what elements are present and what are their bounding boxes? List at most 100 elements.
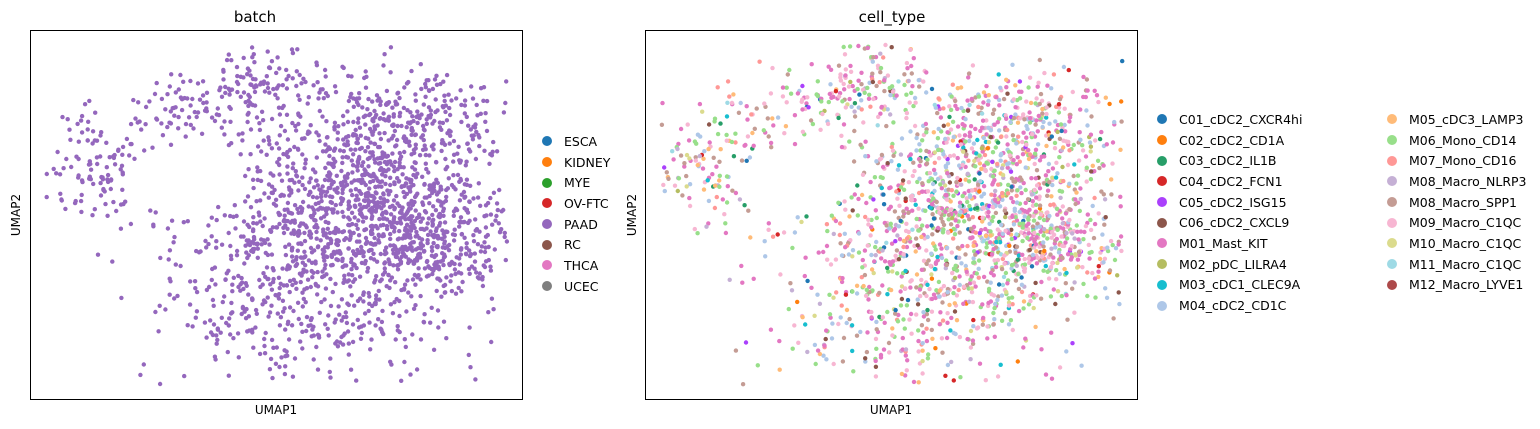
scatter-point	[736, 110, 742, 116]
scatter-point	[188, 103, 193, 108]
scatter-point	[921, 330, 926, 335]
scatter-point	[961, 301, 966, 306]
scatter-point	[1099, 189, 1104, 194]
scatter-point	[453, 291, 459, 296]
scatter-point	[684, 173, 689, 179]
scatter-point	[368, 241, 373, 246]
scatter-point	[874, 346, 879, 351]
scatter-point	[255, 255, 260, 260]
scatter-point	[346, 352, 351, 357]
scatter-point	[285, 164, 290, 169]
scatter-point	[219, 94, 225, 99]
scatter-point	[873, 208, 878, 213]
scatter-point	[1107, 268, 1113, 273]
scatter-point	[351, 152, 356, 157]
scatter-point	[930, 181, 936, 187]
scatter-point	[356, 218, 361, 223]
scatter-point	[763, 254, 768, 259]
scatter-point	[1041, 119, 1046, 125]
scatter-point	[259, 109, 265, 115]
scatter-point	[439, 294, 444, 299]
scatter-point	[375, 204, 381, 209]
scatter-point	[949, 94, 954, 99]
scatter-point	[831, 231, 836, 237]
scatter-point	[408, 120, 414, 125]
scatter-point	[321, 273, 327, 279]
scatter-point	[383, 181, 388, 187]
scatter-point	[1070, 286, 1075, 291]
scatter-point	[1006, 296, 1011, 301]
scatter-point	[387, 259, 392, 265]
scatter-point	[867, 284, 872, 290]
scatter-point	[503, 100, 508, 106]
scatter-point	[983, 233, 989, 239]
scatter-point	[900, 181, 905, 186]
scatter-point	[929, 272, 934, 277]
scatter-point	[403, 181, 409, 186]
scatter-point	[269, 337, 275, 343]
scatter-point	[869, 309, 874, 315]
scatter-point	[1101, 163, 1106, 168]
scatter-point	[840, 359, 846, 364]
scatter-point	[445, 244, 450, 249]
scatter-point	[306, 95, 311, 100]
scatter-point	[1054, 206, 1060, 211]
scatter-point	[361, 290, 366, 295]
scatter-point	[277, 323, 283, 328]
scatter-point	[285, 137, 291, 142]
scatter-point	[742, 203, 747, 208]
scatter-point	[788, 91, 794, 96]
legend-marker	[1157, 279, 1167, 290]
scatter-point	[128, 121, 134, 127]
scatter-point	[1102, 222, 1107, 227]
scatter-point	[724, 132, 729, 138]
scatter-point	[488, 195, 493, 201]
scatter-point	[427, 201, 432, 206]
scatter-point	[971, 280, 977, 285]
scatter-point	[840, 276, 845, 281]
scatter-point	[423, 161, 428, 166]
scatter-point	[298, 279, 303, 285]
scatter-point	[337, 312, 342, 317]
legend-item: THCA	[542, 255, 610, 276]
scatter-point	[838, 78, 844, 83]
scatter-point	[964, 152, 969, 157]
legend-marker	[1157, 217, 1167, 228]
scatter-point	[828, 262, 834, 267]
scatter-point	[1085, 212, 1090, 217]
scatter-point	[941, 283, 947, 289]
scatter-point	[350, 170, 355, 175]
scatter-point	[277, 172, 282, 177]
scatter-point	[996, 282, 1002, 287]
scatter-point	[429, 187, 434, 192]
scatter-point	[1042, 227, 1047, 232]
scatter-point	[238, 234, 244, 239]
scatter-point	[977, 230, 982, 236]
scatter-point	[784, 100, 789, 105]
scatter-point	[143, 122, 148, 127]
scatter-point	[991, 247, 996, 252]
scatter-point	[842, 199, 847, 204]
scatter-point	[464, 241, 469, 246]
scatter-point	[403, 244, 408, 249]
scatter-point	[1017, 159, 1022, 164]
scatter-point	[341, 333, 346, 338]
scatter-point	[434, 73, 439, 78]
scatter-point	[206, 223, 211, 228]
scatter-point	[282, 371, 288, 377]
scatter-point	[332, 146, 338, 151]
scatter-point	[490, 149, 495, 154]
scatter-point	[304, 314, 310, 320]
scatter-point	[1031, 213, 1036, 219]
scatter-point	[852, 109, 857, 114]
scatter-point	[439, 203, 444, 208]
scatter-point	[378, 195, 383, 201]
scatter-point	[133, 116, 138, 121]
scatter-point	[904, 236, 910, 241]
scatter-point	[369, 247, 374, 253]
scatter-point	[274, 225, 279, 230]
scatter-point	[483, 119, 488, 125]
scatter-point	[88, 177, 93, 182]
scatter-point	[1013, 112, 1018, 117]
scatter-point	[827, 312, 833, 317]
